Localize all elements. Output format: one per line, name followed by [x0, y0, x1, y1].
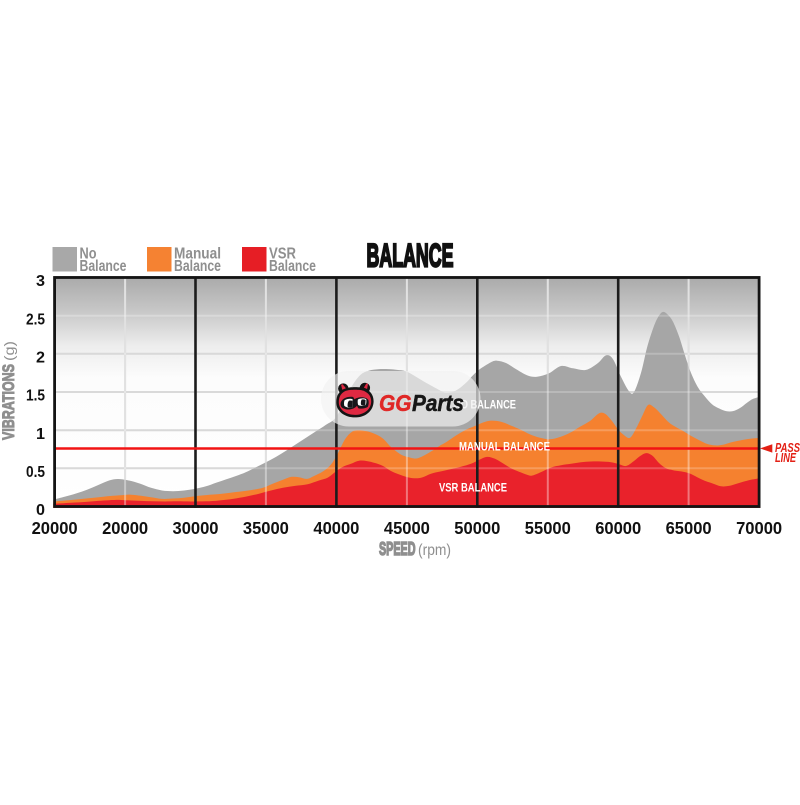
svg-text:60000: 60000: [595, 518, 641, 538]
svg-text:MANUAL BALANCE: MANUAL BALANCE: [459, 442, 550, 454]
svg-text:70000: 70000: [736, 518, 782, 538]
svg-text:0: 0: [36, 502, 45, 519]
svg-text:VIBRATIONS: VIBRATIONS: [0, 364, 18, 440]
svg-text:50000: 50000: [454, 518, 500, 538]
svg-text:Manual: Manual: [174, 246, 221, 263]
svg-text:30000: 30000: [173, 518, 219, 538]
svg-text:2: 2: [36, 349, 45, 366]
svg-text:20000: 20000: [32, 518, 78, 538]
svg-text:PASS: PASS: [775, 441, 800, 455]
svg-text:LINE: LINE: [775, 451, 796, 465]
svg-text:55000: 55000: [525, 518, 571, 538]
svg-text:0.5: 0.5: [26, 464, 45, 481]
svg-text:3: 3: [36, 273, 45, 290]
svg-text:35000: 35000: [243, 518, 289, 538]
svg-text:BALANCE: BALANCE: [367, 238, 454, 274]
svg-text:Parts: Parts: [412, 390, 464, 416]
svg-text:1.5: 1.5: [26, 388, 45, 405]
svg-text:(g): (g): [2, 341, 17, 361]
svg-text:20000: 20000: [102, 518, 148, 538]
svg-text:VSR BALANCE: VSR BALANCE: [439, 481, 507, 495]
svg-text:Balance: Balance: [269, 258, 316, 275]
svg-text:Balance: Balance: [80, 258, 127, 275]
svg-text:45000: 45000: [384, 518, 430, 538]
svg-text:40000: 40000: [313, 518, 359, 538]
svg-text:SPEED: SPEED: [379, 538, 416, 559]
svg-text:2.5: 2.5: [26, 311, 45, 328]
svg-text:65000: 65000: [666, 518, 712, 538]
svg-text:No: No: [80, 246, 97, 263]
svg-text:Balance: Balance: [174, 258, 221, 275]
svg-text:(rpm): (rpm): [418, 542, 451, 559]
svg-text:VSR: VSR: [269, 246, 296, 263]
svg-text:1: 1: [36, 426, 45, 443]
svg-text:GG: GG: [379, 390, 412, 416]
